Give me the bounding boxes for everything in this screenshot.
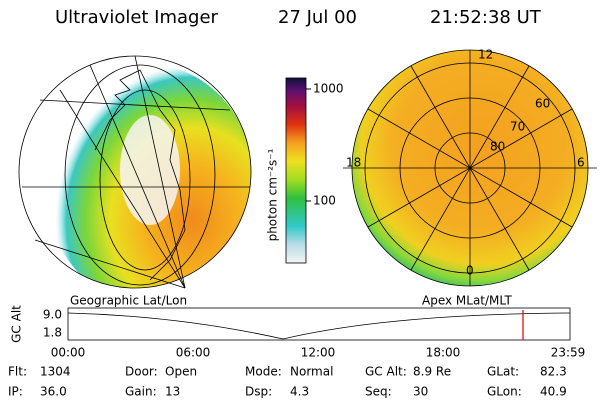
time: 21:52:38 UT bbox=[430, 7, 542, 28]
status-label: GLat: bbox=[487, 365, 519, 379]
status-label: GC Alt: bbox=[365, 365, 407, 379]
altitude-curve bbox=[67, 312, 571, 340]
polar-grid bbox=[343, 49, 597, 287]
status-label: GLon: bbox=[487, 385, 522, 399]
status-value: 40.9 bbox=[540, 385, 567, 399]
map-label: Geographic Lat/Lon bbox=[70, 294, 187, 308]
mlt-label: 6 bbox=[577, 156, 585, 170]
status-value: 13 bbox=[165, 385, 180, 399]
mlt-label: 18 bbox=[346, 156, 361, 170]
timeline-frame bbox=[67, 307, 571, 341]
timeline-xtick: 00:00 bbox=[51, 346, 86, 360]
status-value: 4.3 bbox=[290, 385, 309, 399]
mlt-label: 12 bbox=[478, 48, 493, 62]
geographic-image bbox=[45, 65, 251, 288]
timeline-xtick: 18:00 bbox=[426, 346, 461, 360]
status-value: 82.3 bbox=[540, 365, 567, 379]
mlat-label: 60 bbox=[535, 97, 550, 111]
colorbar-tick-label: 1000 bbox=[313, 82, 344, 96]
mlt-label: 0 bbox=[466, 264, 474, 278]
status-label: Door: bbox=[125, 365, 158, 379]
mlat-label: 70 bbox=[510, 120, 525, 134]
status-value: 36.0 bbox=[40, 385, 67, 399]
status-value: Open bbox=[165, 365, 197, 379]
timeline-ytick: 9.0 bbox=[43, 308, 62, 322]
timeline-xtick: 06:00 bbox=[176, 346, 211, 360]
colorbar bbox=[285, 77, 307, 264]
status-value: Normal bbox=[290, 365, 333, 379]
geographic-grid bbox=[18, 55, 252, 289]
mlat-label: 80 bbox=[490, 140, 505, 154]
status-label: Mode: bbox=[245, 365, 282, 379]
status-value: 1304 bbox=[40, 365, 71, 379]
map-label: Apex MLat/MLT bbox=[422, 294, 512, 308]
date: 27 Jul 00 bbox=[278, 7, 357, 28]
status-label: IP: bbox=[8, 385, 23, 399]
colorbar-label: photon cm⁻²s⁻¹ bbox=[266, 148, 280, 241]
colorbar-tick-label: 100 bbox=[313, 194, 336, 208]
status-value: 30 bbox=[413, 385, 428, 399]
status-label: Flt: bbox=[8, 365, 27, 379]
status-label: Gain: bbox=[125, 385, 157, 399]
status-label: Dsp: bbox=[245, 385, 272, 399]
status-panel: Flt: 1304 Door: Open Mode: Normal GC Alt: 8.9 R… bbox=[8, 365, 567, 399]
status-value: 8.9 Re bbox=[413, 365, 451, 379]
title: Ultraviolet Imager bbox=[55, 7, 219, 28]
timeline-xtick: 23:59 bbox=[551, 346, 586, 360]
status-label: Seq: bbox=[365, 385, 392, 399]
timeline-xtick: 12:00 bbox=[301, 346, 336, 360]
timeline-ytick: 1.8 bbox=[43, 326, 62, 340]
timeline-ylabel: GC Alt bbox=[10, 305, 24, 343]
